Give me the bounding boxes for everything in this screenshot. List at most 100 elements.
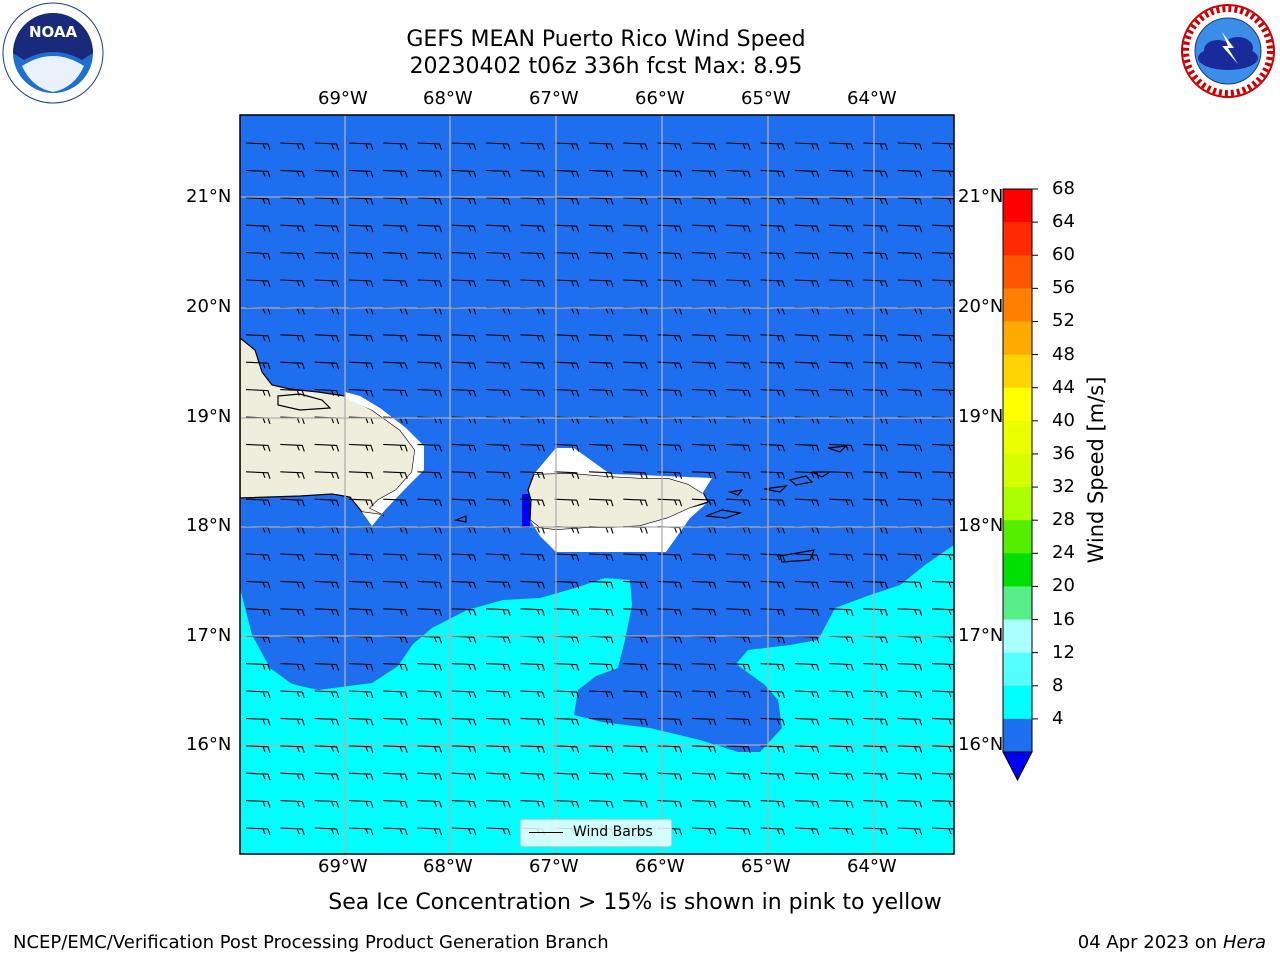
wind-barb (931, 690, 954, 698)
wind-barbs-legend: Wind Barbs (520, 819, 672, 847)
wind-barb (486, 772, 511, 781)
wind-barb (280, 772, 305, 781)
wind-barb (863, 334, 888, 342)
colorbar-tick-label: 44 (1052, 376, 1075, 398)
wind-barb (383, 800, 408, 808)
legend-label: Wind Barbs (573, 824, 653, 840)
lon-label-top: 65°W (741, 88, 791, 109)
wind-barb (280, 361, 305, 370)
wind-barb (691, 663, 717, 671)
wind-barb (314, 471, 340, 479)
wind-barb (829, 252, 854, 260)
wind-barb (417, 717, 443, 726)
wind-barb (280, 580, 305, 589)
wind-barb (863, 498, 888, 507)
wind-barb (554, 745, 580, 753)
wind-barb (383, 361, 408, 370)
wind-barb (280, 252, 305, 260)
wind-barb (691, 197, 717, 205)
wind-barb (794, 663, 820, 671)
wind-barb (931, 827, 954, 835)
wind-barb (794, 580, 820, 589)
wind-barb (794, 224, 820, 233)
wind-barb (554, 169, 580, 178)
wind-barb (726, 197, 751, 205)
wind-barb (623, 197, 648, 205)
colorbar-tick-label: 28 (1052, 509, 1075, 531)
colorbar-tick-label: 4 (1052, 707, 1064, 729)
wind-barb (863, 690, 888, 699)
wind-barb (486, 553, 511, 562)
wind-barb (383, 745, 408, 753)
wind-barb (691, 361, 717, 370)
wind-barb (280, 334, 305, 342)
wind-barb (794, 800, 820, 808)
wind-barb (726, 772, 751, 781)
wind-barb (588, 334, 614, 342)
wind-barb (794, 361, 820, 370)
wind-barb (726, 690, 751, 699)
wind-barb (554, 498, 580, 507)
wind-barb (314, 690, 340, 699)
wind-barb (348, 580, 374, 589)
wind-barb (554, 443, 580, 452)
wind-barb (417, 498, 443, 507)
wind-barb (554, 663, 580, 671)
wind-barb (383, 443, 408, 452)
wind-barb (829, 608, 854, 616)
wind-barb (691, 717, 717, 726)
lon-label-bottom: 69°W (318, 856, 368, 877)
wind-barb (520, 608, 545, 616)
wind-barb (863, 663, 888, 671)
wind-barb (794, 471, 820, 479)
footer-date-text: 04 Apr 2023 on (1077, 932, 1223, 953)
wind-barb (726, 498, 751, 507)
wind-barb (794, 745, 820, 753)
wind-barb (280, 142, 305, 151)
wind-barb (623, 498, 648, 507)
wind-barb (691, 553, 717, 562)
wind-barb (657, 800, 683, 808)
wind-barb (931, 224, 954, 232)
wind-barb (623, 553, 648, 562)
wind-barb (520, 471, 545, 479)
wind-barb (931, 745, 954, 753)
colorbar-tick-label: 60 (1052, 244, 1075, 266)
wind-barb (554, 772, 580, 781)
wind-barb (623, 334, 648, 342)
wind-barb (829, 663, 854, 671)
lat-label-right: 18°N (958, 515, 1004, 536)
colorbar-segment (1003, 586, 1032, 621)
colorbar-tick-label: 36 (1052, 442, 1075, 464)
wind-barb (794, 252, 820, 260)
wind-barb (829, 197, 854, 205)
lat-label-left: 20°N (186, 296, 232, 317)
wind-barb (486, 334, 511, 342)
wind-barb (726, 361, 751, 370)
wind-barb (794, 827, 820, 836)
lat-label-left: 19°N (186, 406, 232, 427)
wind-barb (245, 279, 271, 288)
wind-barb (863, 717, 888, 726)
wind-barb (520, 800, 545, 808)
wind-barb (554, 361, 580, 370)
wind-barb (588, 717, 614, 726)
wind-barb (520, 142, 545, 151)
wind-barb (588, 169, 614, 178)
colorbar-tick-label: 32 (1052, 476, 1075, 498)
wind-barb (897, 553, 923, 562)
wind-barb (280, 389, 305, 397)
wind-barb (623, 252, 648, 260)
wind-barb (280, 663, 305, 671)
wind-barb (520, 224, 545, 233)
wind-barb (863, 197, 888, 205)
wind-barb (897, 498, 923, 507)
wind-barb (897, 772, 923, 781)
lat-label-left: 18°N (186, 515, 232, 536)
wind-barb (280, 608, 305, 616)
wind-barb (383, 690, 408, 699)
wind-barb (520, 252, 545, 260)
wind-barb (417, 224, 443, 233)
wind-barb (314, 334, 340, 342)
